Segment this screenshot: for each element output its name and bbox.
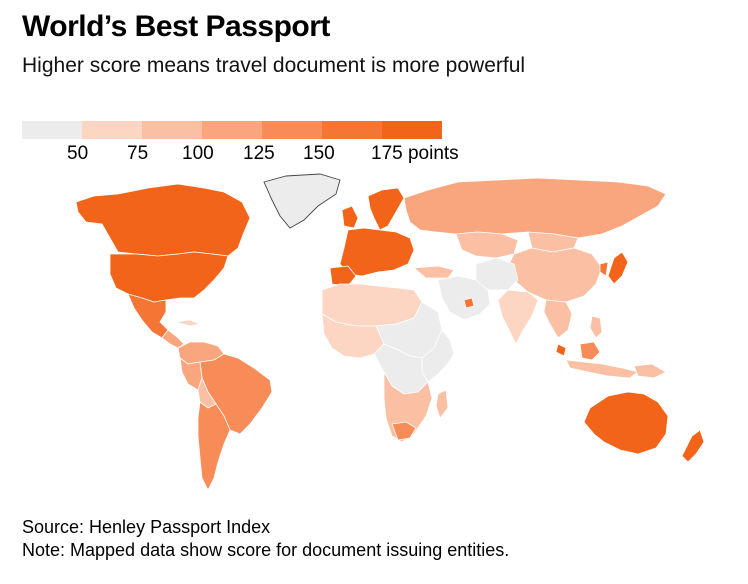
region-russia xyxy=(403,177,667,239)
region-mainland-sea xyxy=(543,299,573,339)
region-canada xyxy=(75,183,251,257)
region-scandinavia xyxy=(367,187,405,231)
region-middle-east xyxy=(437,275,491,321)
legend-label-100: 100 xyxy=(182,143,214,164)
region-korea xyxy=(599,261,609,277)
region-central-america xyxy=(161,329,185,349)
region-south-africa xyxy=(391,421,417,441)
region-png xyxy=(633,363,667,379)
region-new-zealand xyxy=(681,429,705,463)
legend-label-75: 75 xyxy=(127,143,149,164)
region-indonesia xyxy=(565,359,639,379)
region-usa xyxy=(109,251,229,303)
region-mexico xyxy=(127,293,169,339)
legend-swatch-4 xyxy=(202,121,262,139)
legend-swatch-2 xyxy=(82,121,142,139)
region-turkey xyxy=(413,265,455,279)
region-iran-afghanistan xyxy=(475,257,519,291)
legend-swatch-1 xyxy=(22,121,82,139)
region-greenland xyxy=(263,173,341,229)
footer: Source: Henley Passport Index Note: Mapp… xyxy=(22,516,509,562)
legend-swatch-5 xyxy=(262,121,322,139)
region-india xyxy=(497,289,539,345)
region-chile-argentina xyxy=(197,401,231,491)
region-kazakhstan xyxy=(455,231,519,259)
region-uk xyxy=(341,205,359,229)
legend-swatch-3 xyxy=(142,121,202,139)
world-map xyxy=(75,173,705,491)
region-iberia xyxy=(329,265,357,287)
legend-swatch-7 xyxy=(382,121,442,139)
region-western-europe xyxy=(339,227,415,277)
legend-label-175: 175 points xyxy=(371,143,459,164)
legend-label-50: 50 xyxy=(67,143,89,164)
region-north-africa xyxy=(321,283,423,327)
region-malaysia xyxy=(555,343,567,357)
region-cuba xyxy=(175,319,201,327)
region-australia xyxy=(583,391,669,455)
legend-label-125: 125 xyxy=(243,143,275,164)
region-borneo xyxy=(579,341,601,361)
coastline-greenland xyxy=(263,173,341,229)
chart-title: World’s Best Passport xyxy=(22,10,330,43)
region-madagascar xyxy=(435,389,449,419)
data-note: Note: Mapped data show score for documen… xyxy=(22,540,510,560)
legend-label-150: 150 xyxy=(303,143,335,164)
region-uae xyxy=(463,297,475,309)
color-legend xyxy=(22,121,442,139)
chart-subtitle: Higher score means travel document is mo… xyxy=(22,54,526,77)
source-note: Source: Henley Passport Index xyxy=(22,517,271,537)
region-japan xyxy=(607,251,629,285)
legend-labels: 50 75 100 125 150 175 points xyxy=(0,143,748,167)
legend-swatch-6 xyxy=(322,121,382,139)
region-philippines xyxy=(589,315,603,339)
